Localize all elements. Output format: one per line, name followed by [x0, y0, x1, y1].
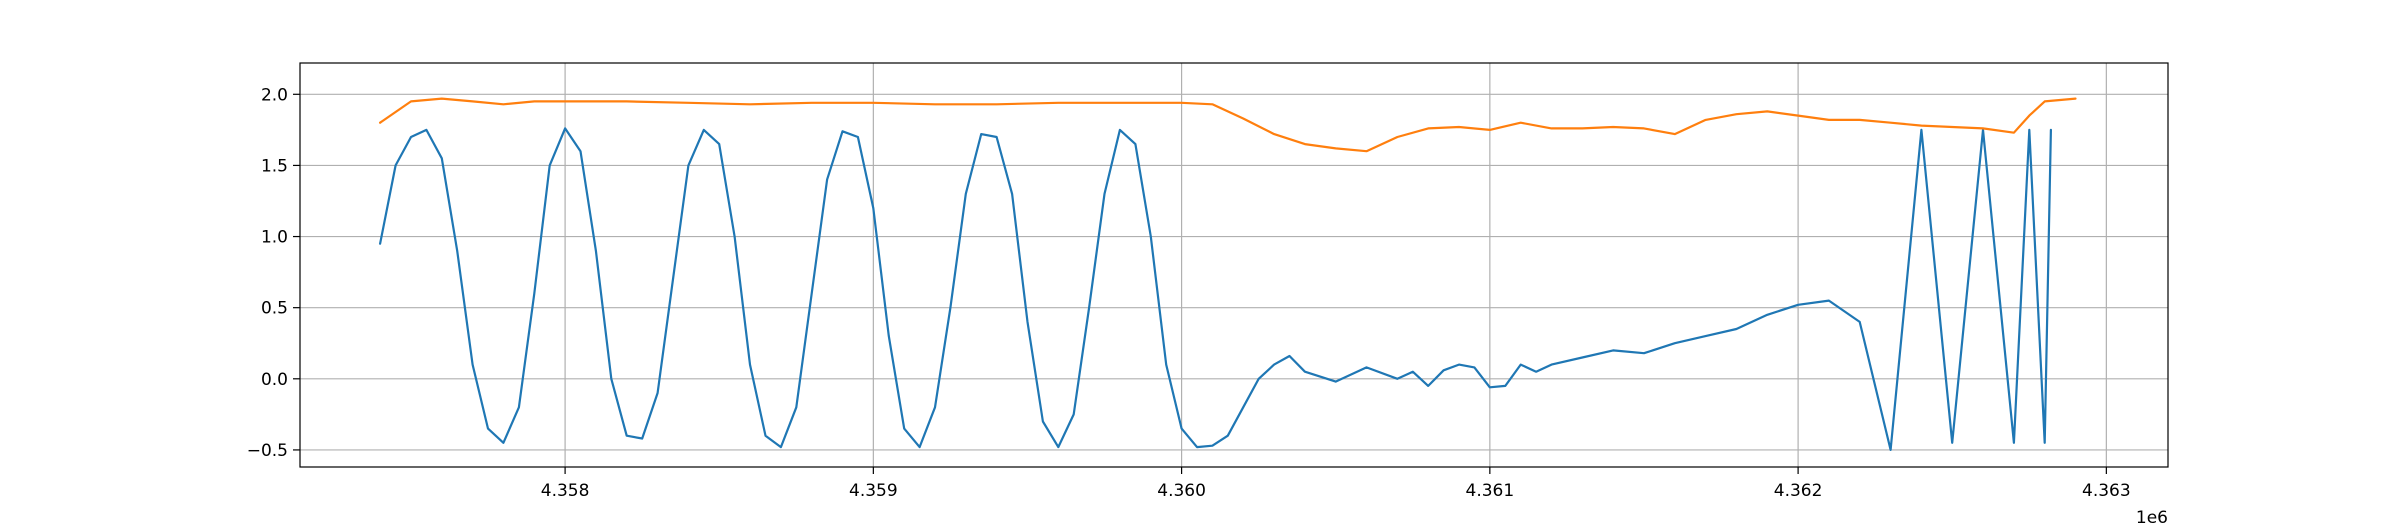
y-axis: −0.5 0.0 0.5 1.0 1.5 2.0	[247, 85, 300, 461]
series-layer	[379, 97, 2077, 451]
x-axis: 4.358 4.359 4.360 4.361 4.362 4.363	[541, 467, 2131, 501]
y-tick-label: 0.0	[261, 370, 288, 390]
x-tick-label: 4.361	[1466, 481, 1515, 501]
x-tick-label: 4.363	[2082, 481, 2131, 501]
x-offset-label: 1e6	[2136, 508, 2168, 525]
x-tick-label: 4.359	[849, 481, 898, 501]
axes-frame	[299, 62, 2169, 468]
series-line-2	[379, 97, 2077, 153]
y-tick-label: 1.0	[261, 228, 288, 248]
y-tick-label: −0.5	[247, 441, 288, 461]
y-tick-label: 0.5	[261, 299, 288, 319]
y-tick-label: 1.5	[261, 156, 288, 176]
x-tick-label: 4.360	[1157, 481, 1206, 501]
series-line-1	[379, 127, 2052, 451]
x-tick-label: 4.358	[541, 481, 590, 501]
x-tick-label: 4.362	[1774, 481, 1823, 501]
y-tick-label: 2.0	[261, 85, 288, 105]
